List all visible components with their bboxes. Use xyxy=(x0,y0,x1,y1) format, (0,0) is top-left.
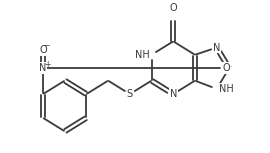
Text: NH: NH xyxy=(135,50,150,60)
Text: S: S xyxy=(127,89,133,99)
Text: +: + xyxy=(44,60,50,69)
Text: O: O xyxy=(39,45,47,56)
Text: N: N xyxy=(213,43,220,52)
Text: N: N xyxy=(39,63,47,73)
Text: O: O xyxy=(222,63,230,73)
Text: −: − xyxy=(43,41,50,50)
Text: O: O xyxy=(170,3,177,13)
Text: NH: NH xyxy=(219,84,234,94)
Text: N: N xyxy=(170,89,177,99)
